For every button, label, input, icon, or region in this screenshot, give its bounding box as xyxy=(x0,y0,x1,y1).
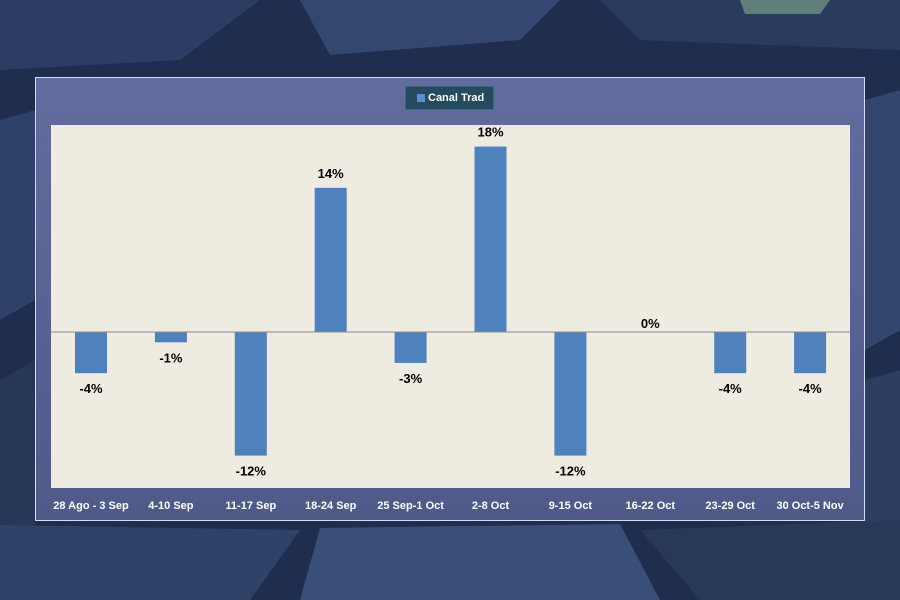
bar-1 xyxy=(75,332,107,374)
bar-6 xyxy=(474,146,507,332)
data-label-7: -12% xyxy=(555,464,586,479)
bar-9 xyxy=(714,332,747,374)
legend-swatch-icon xyxy=(417,94,425,102)
x-tick-label-8: 16-22 Oct xyxy=(626,500,676,512)
data-label-1: -4% xyxy=(79,381,103,396)
bar-10 xyxy=(794,332,827,374)
data-label-3: -12% xyxy=(236,464,267,479)
bar-2 xyxy=(154,332,187,343)
data-label-10: -4% xyxy=(799,381,823,396)
data-label-9: -4% xyxy=(719,381,743,396)
x-tick-label-10: 30 Oct-5 Nov xyxy=(776,500,844,512)
data-label-8: 0% xyxy=(641,316,660,331)
plot-area xyxy=(51,125,850,488)
x-tick-label-2: 4-10 Sep xyxy=(148,500,194,512)
chart-legend: Canal Trad xyxy=(405,86,494,110)
data-label-2: -1% xyxy=(159,350,183,365)
x-tick-label-4: 18-24 Sep xyxy=(305,500,357,512)
bar-4 xyxy=(314,187,347,332)
bar-5 xyxy=(394,332,427,363)
x-tick-label-6: 2-8 Oct xyxy=(472,500,510,512)
data-label-5: -3% xyxy=(399,371,423,386)
x-tick-label-5: 25 Sep-1 Oct xyxy=(377,500,444,512)
bar-7 xyxy=(554,332,587,456)
x-tick-label-9: 23-29 Oct xyxy=(705,500,755,512)
data-label-4: 14% xyxy=(318,166,344,181)
x-tick-label-1: 28 Ago - 3 Sep xyxy=(53,500,129,512)
bar-3 xyxy=(234,332,267,456)
data-label-6: 18% xyxy=(477,125,503,140)
x-tick-label-7: 9-15 Oct xyxy=(549,500,593,512)
x-tick-label-3: 11-17 Sep xyxy=(225,500,276,512)
legend-label: Canal Trad xyxy=(428,92,485,104)
